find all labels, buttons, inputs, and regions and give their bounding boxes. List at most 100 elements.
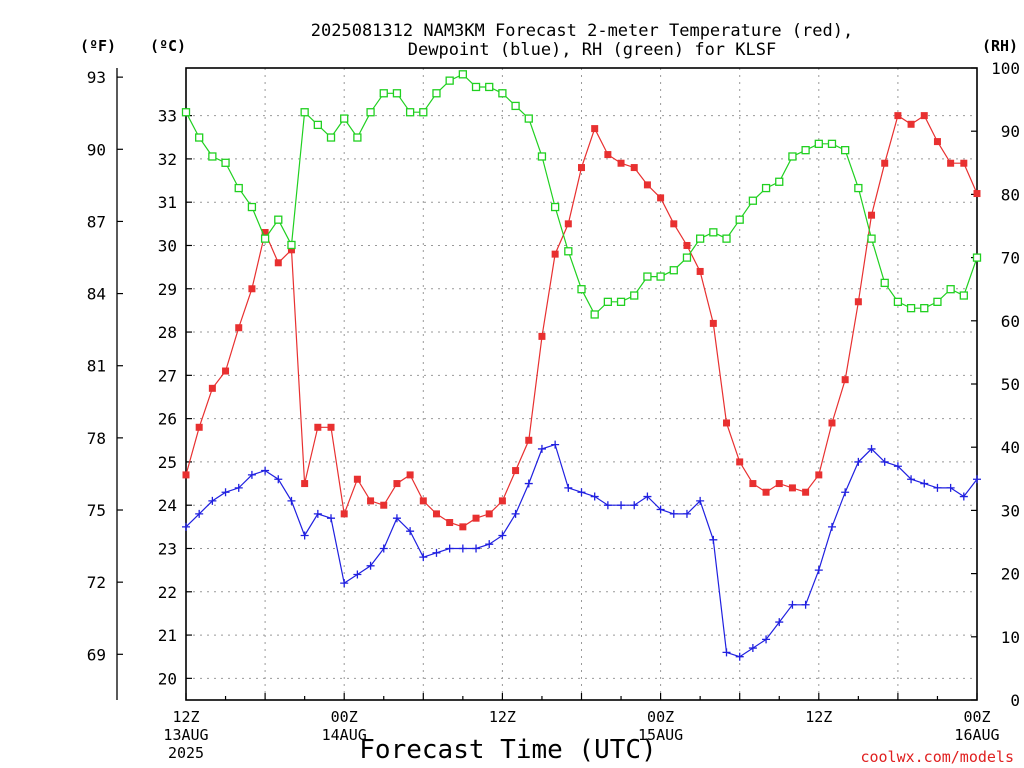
temperature-point [696,267,704,275]
rh-point [195,133,204,142]
dewpoint-point [498,531,507,540]
rh-point [274,215,283,224]
dewpoint-point [472,544,481,553]
rh-point [775,177,784,186]
rh-point [656,272,665,281]
rh-point [841,146,850,155]
dewpoint-point [880,457,889,466]
temperature-point [578,164,585,172]
celsius-tick-label: 26 [158,410,177,429]
rh-point [827,139,837,148]
dewpoint-point [221,488,230,497]
rh-point [221,158,230,167]
gridlines [186,68,977,700]
rh-point [353,133,362,142]
temperature-point [604,151,612,159]
rh-point [234,183,243,193]
temperature-point [907,120,915,128]
rh-point [445,76,454,85]
dewpoint-point [564,483,573,492]
dewpoint-point [709,535,718,544]
rh-tick-label: 70 [1001,249,1020,268]
temperature-point [933,138,941,146]
dewpoint-point [603,501,612,510]
temperature-point [815,471,823,479]
dewpoint-point [353,570,362,579]
x-tick-label: 15AUG [638,726,683,744]
celsius-tick-label: 23 [158,539,177,558]
dewpoint-point [946,483,955,492]
rh-tick-label: 20 [1001,565,1020,584]
temperature-point [736,458,744,466]
dewpoint-point [234,483,243,492]
rh-tick-label: 30 [1001,501,1020,520]
temperature-point [327,423,335,431]
rh-point [814,139,823,148]
dewpoint-point [300,531,309,540]
celsius-tick-label: 32 [158,150,177,169]
rh-point [682,253,692,262]
dewpoint-point [419,553,428,562]
x-axis-label: Forecast Time (UTC) [359,735,656,765]
fahrenheit-tick-label: 90 [87,140,106,159]
temperature-point [960,159,968,167]
axis-ticks: 33 32 31 30 29 28 27 26 25 24 23 22 21 20 93 90 87 84 81 78… [87,59,1020,762]
rh-point [696,234,705,243]
rh-point [577,285,586,294]
x-tick-label: 12Z [489,708,516,726]
temperature-point [380,501,388,509]
dewpoint-point [907,475,916,484]
celsius-tick-label: 20 [158,669,177,688]
dewpoint-point [867,444,876,453]
dewpoint-point [551,440,560,449]
temperature-point [920,112,928,120]
temperature-point [472,514,480,522]
rh-point [181,108,191,117]
temperature-point [881,159,889,167]
rh-point [405,108,415,117]
temperature-point [459,523,467,531]
rh-tick-label: 40 [1001,438,1020,457]
rh-point [260,234,270,243]
rh-point [722,234,731,243]
rh-point [669,266,678,275]
temperature-point [538,332,546,340]
rh-point [524,114,533,123]
fahrenheit-tick-label: 75 [87,501,106,520]
rh-tick-label: 90 [1001,122,1020,141]
rh-point [326,133,336,142]
series-layer [181,70,982,661]
temperature-point [709,319,717,327]
x-tick-label: 12Z [172,708,199,726]
dewpoint-point [775,618,784,627]
rh-point [880,278,889,288]
temperature-point [222,367,230,375]
celsius-tick-label: 30 [158,236,177,255]
x-tick-label: 13AUG [163,726,208,744]
rh-point [471,82,481,92]
rh-point [959,291,968,300]
temperature-point [406,471,414,479]
rh-tick-label: 50 [1001,375,1020,394]
celsius-tick-label: 28 [158,323,177,342]
dewpoint-point [379,544,388,553]
dewpoint-point [287,496,296,505]
dewpoint-point [920,479,929,488]
rh-tick-label: 100 [991,59,1020,78]
celsius-tick-label: 33 [158,107,177,126]
temperature-point [564,220,572,228]
celsius-tick-label: 21 [158,626,177,645]
x-tick-label: 00Z [331,708,358,726]
temperature-point [208,384,216,392]
temperature-point [182,471,190,479]
temperature-point [525,436,533,444]
temperature-point [314,423,322,431]
rh-point [419,108,428,117]
rh-point [761,183,771,193]
rh-point [432,89,441,98]
dewpoint-point [973,475,981,484]
rh-point [498,89,507,98]
rh-point [920,304,929,313]
rh-point [537,152,547,161]
dewpoint-point [854,457,863,466]
